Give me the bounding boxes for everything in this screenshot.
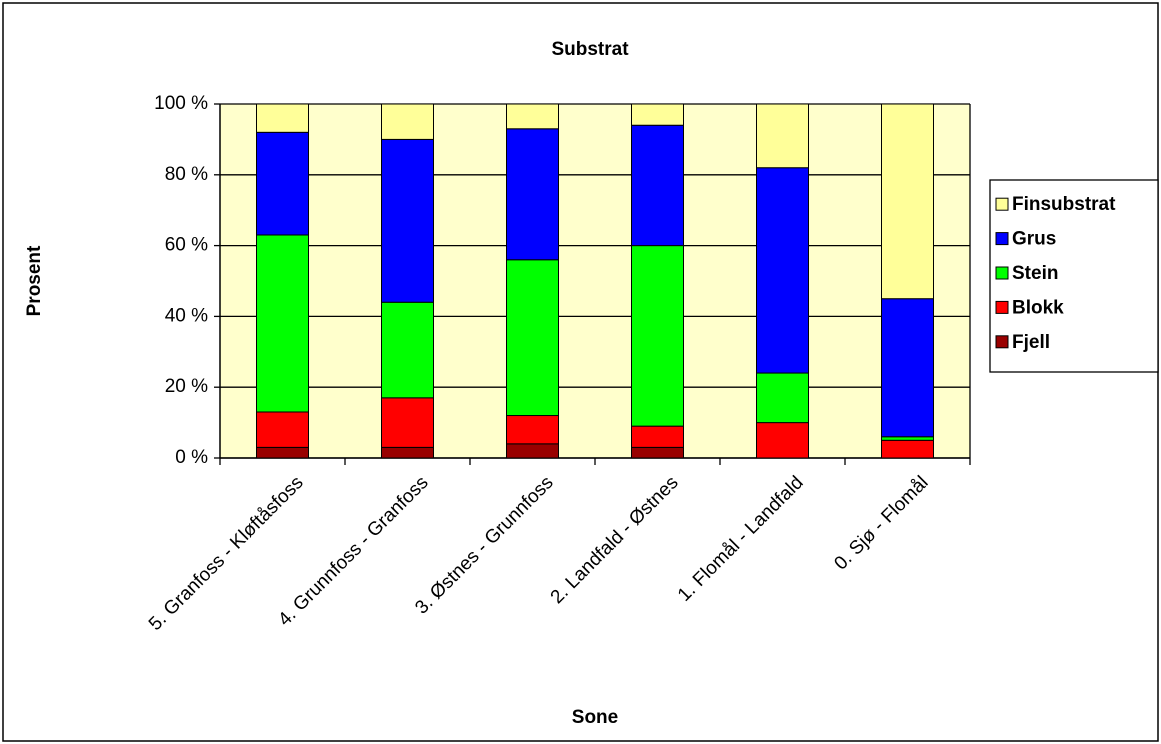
bar-segment bbox=[631, 245, 684, 427]
legend-swatch bbox=[995, 266, 1009, 280]
bar-segment bbox=[631, 425, 684, 448]
x-axis-title: Sone bbox=[572, 707, 618, 728]
bar-segment bbox=[256, 103, 309, 133]
bar-segment bbox=[881, 298, 934, 438]
y-tick-label: 20 % bbox=[165, 376, 208, 397]
bar-segment bbox=[256, 234, 309, 413]
bar-segment bbox=[256, 131, 309, 236]
legend-swatch bbox=[995, 197, 1009, 211]
bar-segment bbox=[756, 167, 809, 374]
bar-segment bbox=[506, 415, 559, 445]
bar-segment bbox=[381, 103, 434, 140]
bar-segment bbox=[756, 372, 809, 424]
y-tick-label: 80 % bbox=[165, 164, 208, 185]
legend-box bbox=[989, 179, 1159, 373]
legend-swatch bbox=[995, 232, 1009, 246]
legend-label: Blokk bbox=[1012, 297, 1064, 318]
bar-segment bbox=[381, 397, 434, 448]
y-tick-label: 60 % bbox=[165, 235, 208, 256]
legend-label: Fjell bbox=[1012, 332, 1050, 353]
bar-segment bbox=[506, 259, 559, 417]
legend-swatch bbox=[995, 335, 1009, 349]
bar-segment bbox=[506, 103, 559, 130]
bar-segment bbox=[631, 446, 684, 459]
y-tick-label: 0 % bbox=[175, 447, 208, 468]
bar-segment bbox=[756, 103, 809, 169]
chart-title: Substrat bbox=[551, 39, 629, 60]
bar-segment bbox=[756, 422, 809, 459]
bar-segment bbox=[631, 103, 684, 126]
y-tick-label: 40 % bbox=[165, 305, 208, 326]
bar-segment bbox=[256, 446, 309, 459]
bar-segment bbox=[631, 124, 684, 247]
legend-label: Grus bbox=[1012, 229, 1056, 250]
legend-label: Finsubstrat bbox=[1012, 194, 1116, 215]
bar-segment bbox=[506, 443, 559, 459]
bar-segment bbox=[881, 103, 934, 300]
bar-segment bbox=[256, 411, 309, 448]
legend-swatch bbox=[995, 300, 1009, 314]
bar-segment bbox=[381, 446, 434, 459]
bar-segment bbox=[881, 439, 934, 459]
bar-segment bbox=[881, 436, 934, 441]
legend-label: Stein bbox=[1012, 263, 1058, 284]
y-axis-title: Prosent bbox=[24, 245, 45, 316]
bar-segment bbox=[506, 128, 559, 261]
bar-segment bbox=[381, 301, 434, 399]
plot-area bbox=[220, 104, 970, 458]
bar-segment bbox=[381, 138, 434, 303]
y-tick-label: 100 % bbox=[154, 93, 208, 114]
